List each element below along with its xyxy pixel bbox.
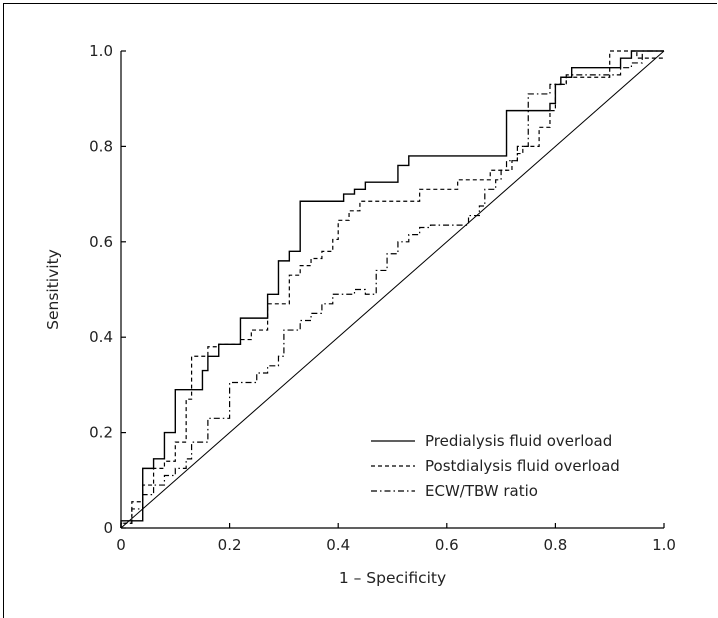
y-tick-label: 0.8: [89, 137, 113, 155]
y-axis-title: Sensitivity: [44, 249, 62, 330]
series-lines: [120, 50, 664, 528]
frame-left-border: [3, 3, 4, 618]
frame-top-border: [3, 3, 717, 4]
x-tick-label: 0: [116, 536, 126, 554]
x-tick-label: 1.0: [652, 536, 676, 554]
legend: Predialysis fluid overload Postdialysis …: [371, 432, 620, 500]
x-tick-label: 0.8: [543, 536, 567, 554]
series-line-1: [120, 50, 664, 528]
y-tick-label: 0: [103, 519, 113, 537]
axis-labels: 1 – Specificity Sensitivity: [44, 249, 446, 587]
x-tick-label: 0.6: [435, 536, 459, 554]
y-tick-label: 0.6: [89, 233, 113, 251]
reference-line: [120, 50, 665, 529]
x-tick-label: 0.4: [326, 536, 350, 554]
x-tick-label: 0.2: [218, 536, 242, 554]
legend-label-ecw-tbw: ECW/TBW ratio: [425, 482, 538, 500]
x-axis-title: 1 – Specificity: [339, 569, 446, 587]
legend-label-predialysis: Predialysis fluid overload: [425, 432, 612, 450]
y-tick-label: 0.2: [89, 424, 113, 442]
y-tick-label: 0.4: [89, 328, 113, 346]
reference-diagonal: [120, 50, 665, 529]
legend-label-postdialysis: Postdialysis fluid overload: [425, 457, 620, 475]
series-line-2: [120, 50, 664, 528]
y-tick-label: 1.0: [89, 42, 113, 60]
axes: [120, 51, 664, 529]
ticks: 0 0.2 0.4 0.6 0.8 1.0 0 0.2 0.4 0.6 0.8 1.0: [89, 42, 676, 554]
